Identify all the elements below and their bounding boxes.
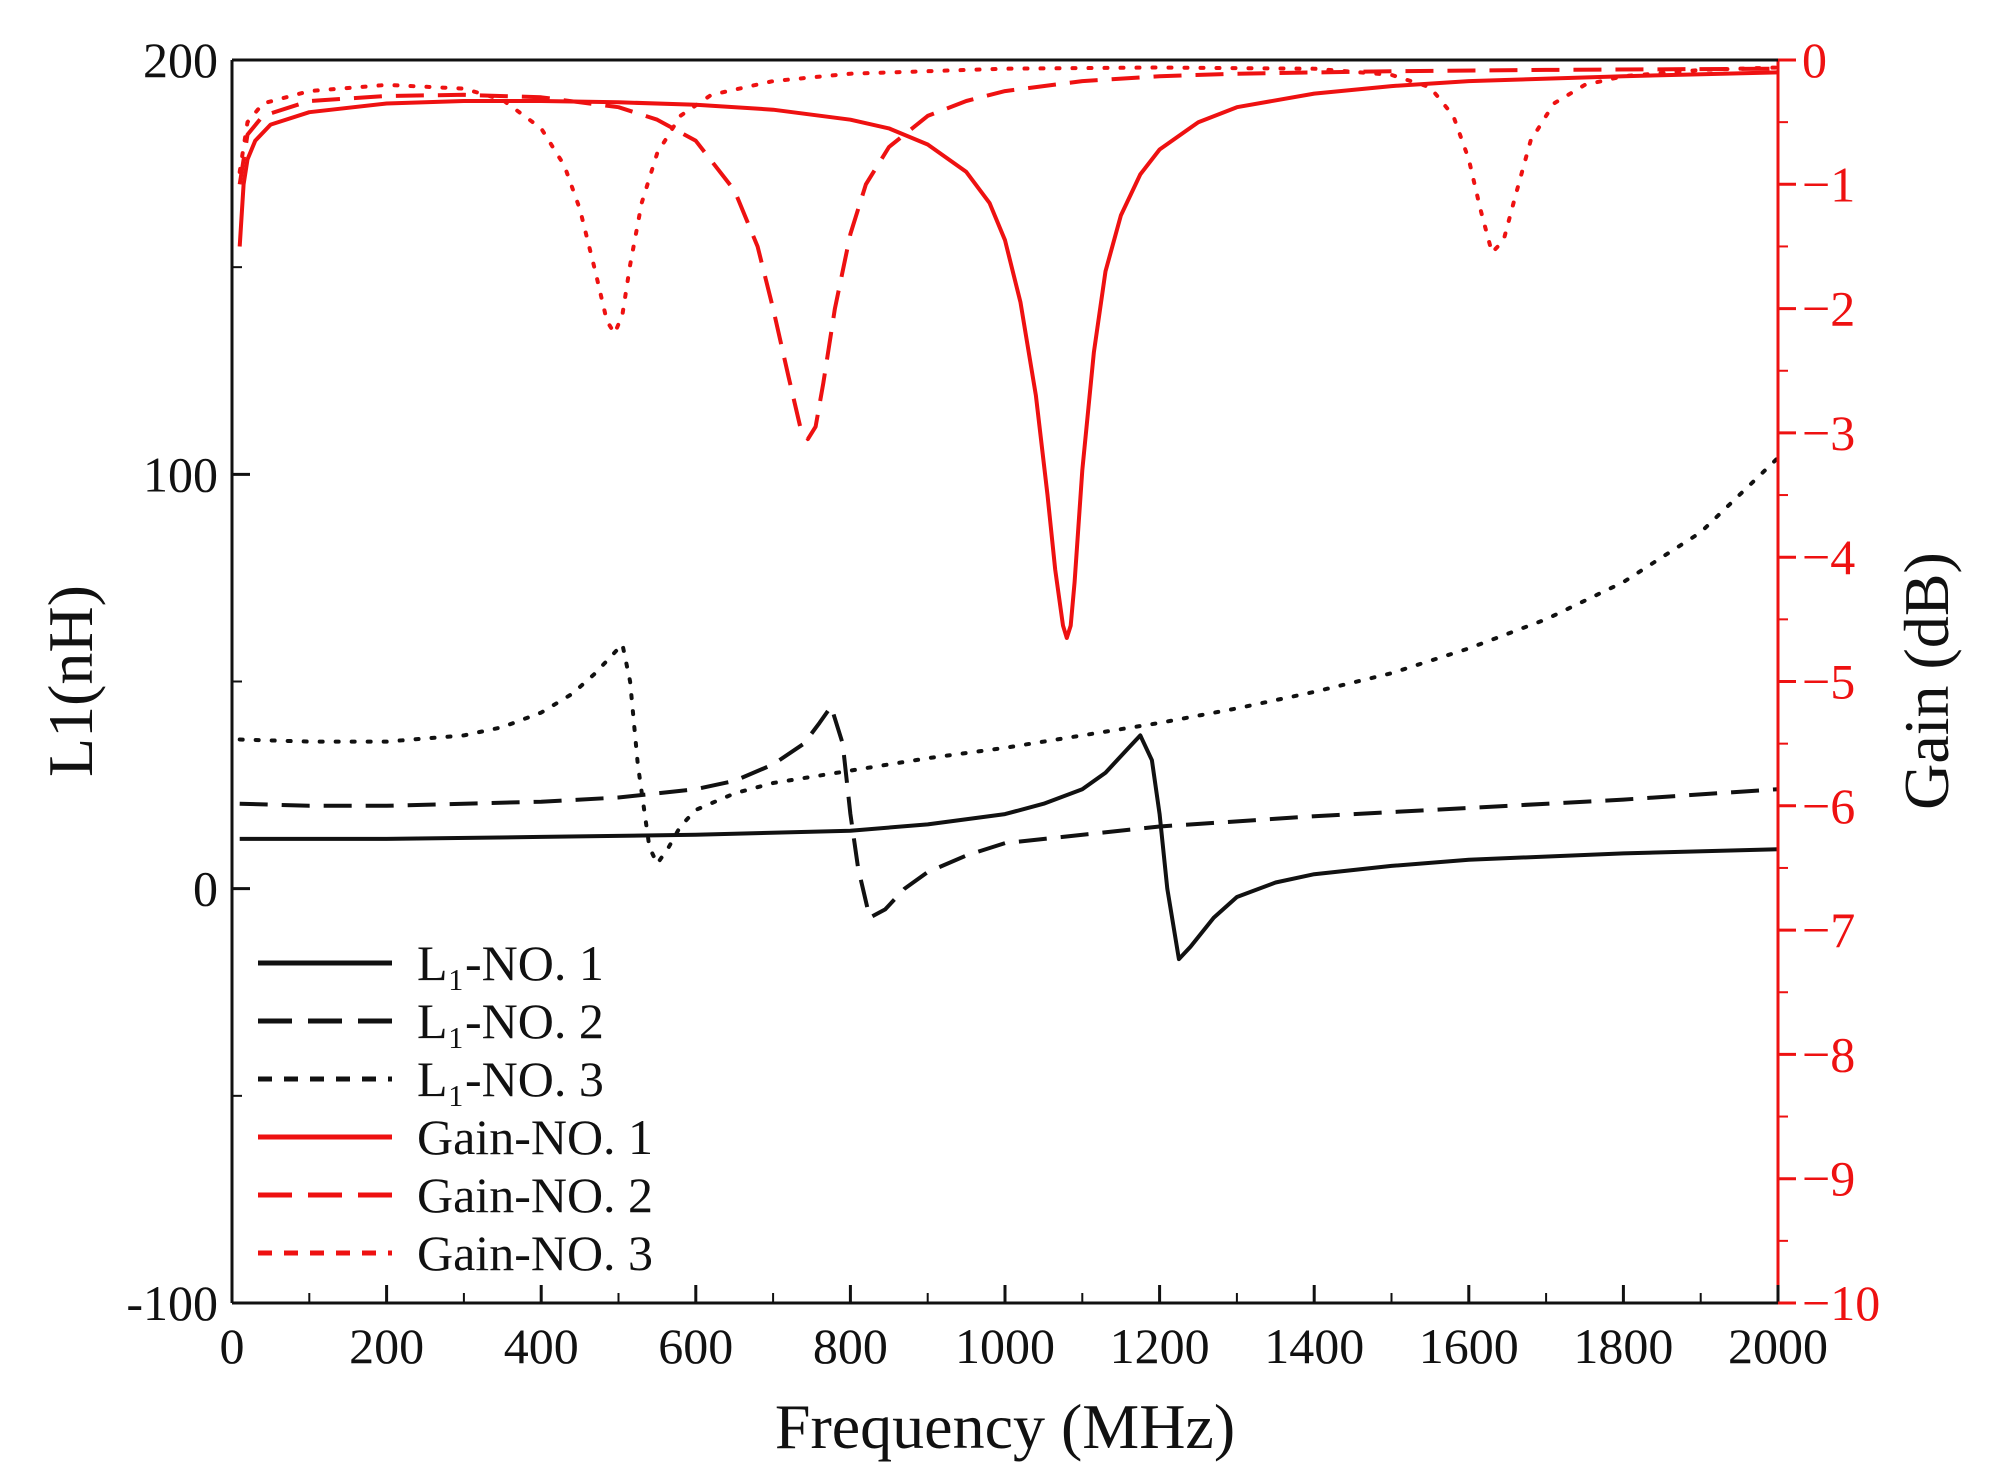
y-right-tick-label: −9 <box>1802 1151 1855 1207</box>
ticks-layer: 0 200 400 600 800 1000 1200 1400 1600 1800 2000-10… <box>126 32 1880 1374</box>
y-right-tick-label: −7 <box>1802 902 1855 958</box>
x-tick-label: 400 <box>504 1318 579 1374</box>
y-right-tick-label: −4 <box>1802 529 1855 585</box>
legend-label: Gain-NO. 2 <box>417 1167 653 1223</box>
legend-label: L₁-NO. 2 <box>417 993 604 1049</box>
series-line-2 <box>239 704 1779 920</box>
y-right-tick-label: −10 <box>1802 1275 1880 1331</box>
series-line-3 <box>237 455 1780 866</box>
y-right-tick-label: −6 <box>1802 778 1855 834</box>
series-line-5 <box>237 66 1779 442</box>
legend-label: L₁-NO. 3 <box>417 1051 604 1107</box>
x-tick-label: 0 <box>220 1318 245 1374</box>
x-tick-label: 2000 <box>1728 1318 1828 1374</box>
y-left-tick-label: -100 <box>126 1275 218 1331</box>
x-tick-label: 600 <box>658 1318 733 1374</box>
y-right-tick-label: −5 <box>1802 654 1855 710</box>
legend-label: Gain-NO. 3 <box>417 1225 653 1281</box>
series-line-6 <box>237 65 1780 336</box>
x-tick-label: 1600 <box>1419 1318 1519 1374</box>
series-layer <box>237 65 1780 962</box>
y-right-tick-label: 0 <box>1802 32 1827 88</box>
x-tick-label: 1400 <box>1264 1318 1364 1374</box>
y-left-tick-label: 200 <box>143 32 218 88</box>
x-tick-label: 1800 <box>1573 1318 1673 1374</box>
y-right-tick-label: −8 <box>1802 1026 1855 1082</box>
x-axis-title: Frequency (MHz) <box>775 1391 1235 1462</box>
legend-label: Gain-NO. 1 <box>417 1109 653 1165</box>
x-tick-label: 1000 <box>955 1318 1055 1374</box>
y-left-axis-title: L1(nH) <box>35 585 106 777</box>
y-right-tick-label: −3 <box>1802 405 1855 461</box>
y-right-tick-label: −2 <box>1802 281 1855 337</box>
x-tick-label: 1200 <box>1110 1318 1210 1374</box>
legend-label: L₁-NO. 1 <box>417 935 604 991</box>
y-left-tick-label: 0 <box>193 861 218 917</box>
y-right-axis-title: Gain (dB) <box>1891 552 1962 810</box>
series-line-1 <box>239 733 1779 962</box>
y-left-tick-label: 100 <box>143 446 218 502</box>
x-tick-label: 800 <box>813 1318 888 1374</box>
y-right-tick-label: −1 <box>1802 156 1855 212</box>
x-tick-label: 200 <box>349 1318 424 1374</box>
series-line-4 <box>237 70 1779 640</box>
